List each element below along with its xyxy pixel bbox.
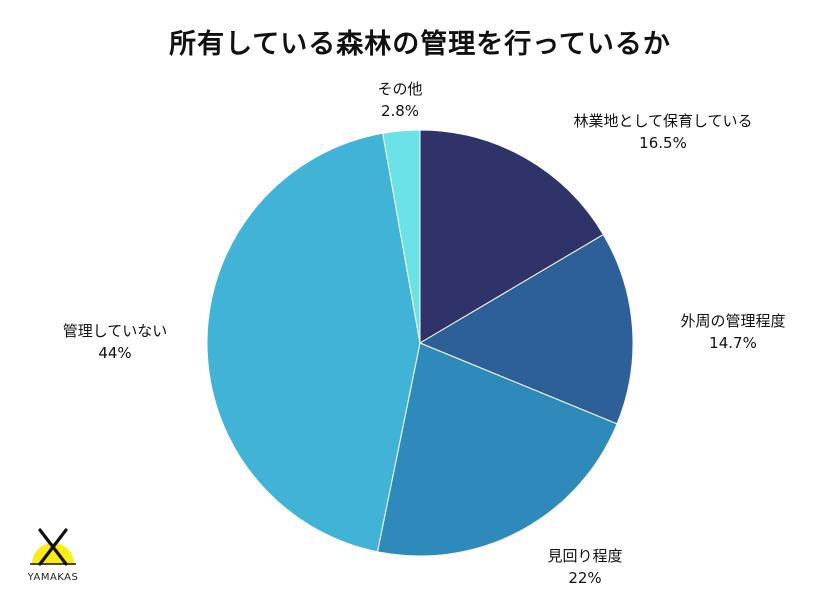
yamakas-logo: YAMAKAS xyxy=(26,526,80,583)
pie-slice-1 xyxy=(418,233,634,425)
slice-label-sonota-value: 2.8% xyxy=(380,102,420,120)
slice-label-hoiku-value: 16.5% xyxy=(639,134,687,152)
slice-label-kanri-nashi-value: 44% xyxy=(98,344,132,362)
slice-label-mimawari-value: 22% xyxy=(568,569,602,587)
pie-slice-3 xyxy=(206,132,421,553)
slice-label-mimawari-name: 見回り程度 xyxy=(547,547,623,565)
pie-slice-2 xyxy=(376,342,618,557)
pie-slice-0 xyxy=(419,129,605,344)
slice-label-kanri-nashi: 管理していない 44% xyxy=(35,320,195,364)
slice-label-gaishu: 外周の管理程度 14.7% xyxy=(648,310,818,354)
slice-label-hoiku-name: 林業地として保育している xyxy=(573,112,753,130)
yamakas-logo-icon xyxy=(30,528,76,566)
slice-label-gaishu-name: 外周の管理程度 xyxy=(680,312,786,330)
chart-title: 所有している森林の管理を行っているか xyxy=(169,29,671,60)
slice-label-hoiku: 林業地として保育している 16.5% xyxy=(558,110,768,154)
slice-label-kanri-nashi-name: 管理していない xyxy=(62,322,168,340)
slice-label-sonota-name: その他 xyxy=(377,80,423,98)
yamakas-logo-text: YAMAKAS xyxy=(27,572,79,583)
slice-label-mimawari: 見回り程度 22% xyxy=(510,545,660,589)
slice-label-sonota: その他 2.8% xyxy=(350,78,450,122)
pie-slice-4 xyxy=(382,129,421,344)
slice-label-gaishu-value: 14.7% xyxy=(709,334,757,352)
